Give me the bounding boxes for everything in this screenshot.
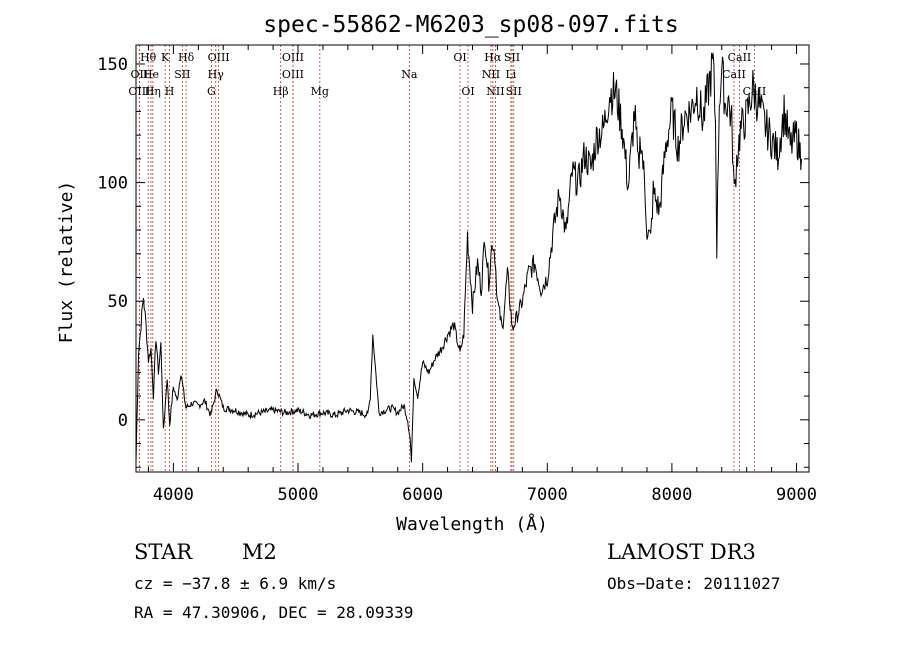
x-tick-label: 7000 [527, 485, 568, 505]
x-tick-label: 4000 [153, 485, 194, 505]
spectral-line-label: OI [453, 51, 466, 64]
y-tick-label: 100 [97, 174, 128, 194]
object-class: STAR [134, 540, 193, 564]
spectral-line-label: CaII [728, 51, 752, 64]
spectral-line-markers [138, 45, 755, 472]
spectral-line-label: SII [174, 68, 190, 81]
spectrum-line [135, 52, 802, 463]
spectral-line-label: Mg [311, 85, 329, 98]
spectral-line-label: OIII [282, 68, 304, 81]
chart-title: spec-55862-M6203_sp08-097.fits [263, 12, 678, 38]
spectral-line-label: CaII [743, 85, 767, 98]
x-tick-label: 5000 [278, 485, 319, 505]
spectral-line-label: OII [131, 68, 149, 81]
spectral-line-label: OIII [282, 51, 304, 64]
spectral-line-label: K [161, 51, 170, 64]
plot-frame [135, 44, 810, 473]
y-tick-label: 50 [108, 292, 128, 312]
spectral-line-label: NII [482, 68, 500, 81]
spectral-line-label: Na [401, 68, 418, 81]
spectral-line-label: H [165, 85, 175, 98]
y-tick-label: 150 [97, 55, 128, 75]
spectral-line-label: NII [486, 85, 504, 98]
spectral-line-label: Hβ [273, 85, 289, 98]
survey-name: LAMOST DR3 [607, 540, 756, 564]
observation-date: Obs−Date: 20111027 [607, 574, 781, 593]
spectral-line-label: Hγ [208, 68, 225, 81]
object-subclass: M2 [242, 540, 277, 564]
spectral-line-label: SII [506, 85, 522, 98]
x-tick-label: 6000 [402, 485, 443, 505]
line-labels: Hθ OII OIII He Hη K H SII Hδ OIII Hγ G OIII OIII Hβ Mg N… [128, 51, 766, 98]
spectral-line-label: Hδ [178, 51, 195, 64]
spectral-line-label: SII [504, 51, 520, 64]
redshift-cz: cz = −37.8 ± 6.9 km/s [134, 574, 337, 593]
spectral-line-label: OI [461, 85, 474, 98]
coordinates: RA = 47.30906, DEC = 28.09339 [134, 603, 414, 622]
spectral-line-label: Hθ [140, 51, 157, 64]
spectral-line-label: He [143, 68, 159, 81]
spectral-line-label: OIII [128, 85, 150, 98]
spectral-line-label: Hη [145, 85, 161, 98]
x-tick-label: 8000 [651, 485, 692, 505]
x-tick-label: 9000 [776, 485, 817, 505]
spectral-line-label: CaII [722, 68, 746, 81]
spectral-line-label: Hα [484, 51, 502, 64]
x-axis-label: Wavelength (Å) [396, 513, 548, 535]
y-axis-label: Flux (relative) [56, 181, 77, 344]
spectral-line-label: G [207, 85, 216, 98]
axis-ticks: 4000 5000 6000 7000 8000 9000 0 50 100 150 [97, 45, 817, 505]
spectral-line-label: OIII [208, 51, 230, 64]
y-tick-label: 0 [118, 411, 128, 431]
spectral-line-label: Li [505, 68, 516, 81]
